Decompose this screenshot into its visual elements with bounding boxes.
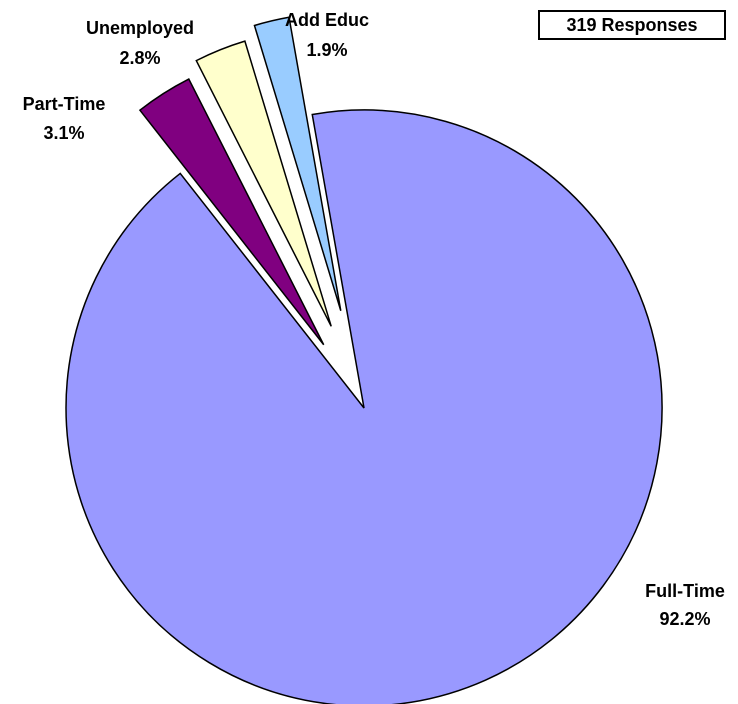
pie-slice-part-time [138,78,325,346]
slice-label-full-time: Full-Time 92.2% [645,581,725,629]
label-unemployed-value: 2.8% [119,48,160,68]
pie-slices [65,16,663,704]
pie-slice-unemployed [195,40,332,327]
label-unemployed-name: Unemployed [86,18,194,38]
responses-count-badge: 319 Responses [538,10,726,40]
pie-slice-full-time [65,109,663,704]
label-add-educ-name: Add Educ [285,10,369,30]
label-full-time-name: Full-Time [645,581,725,601]
slice-label-part-time: Part-Time 3.1% [23,94,106,143]
label-part-time-name: Part-Time [23,94,106,114]
label-add-educ-value: 1.9% [306,40,347,60]
label-full-time-value: 92.2% [659,609,710,629]
pie-slice-add-educ [253,16,342,311]
label-part-time-value: 3.1% [43,123,84,143]
slice-label-unemployed: Unemployed 2.8% [86,18,194,68]
slice-label-add-educ: Add Educ 1.9% [285,10,369,60]
